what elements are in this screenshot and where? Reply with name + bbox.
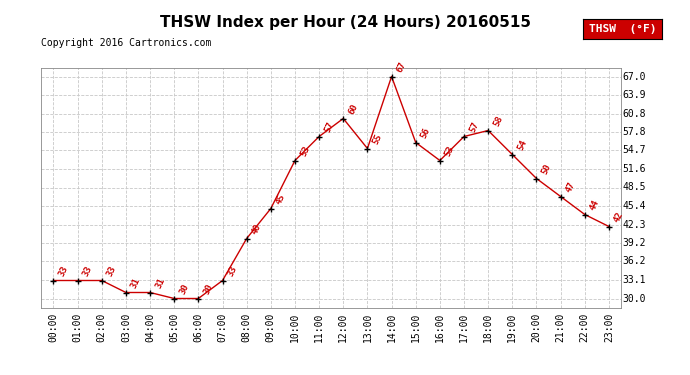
Text: 33.1: 33.1	[622, 275, 646, 285]
Text: THSW Index per Hour (24 Hours) 20160515: THSW Index per Hour (24 Hours) 20160515	[159, 15, 531, 30]
Text: 33: 33	[81, 264, 94, 278]
Text: 63.9: 63.9	[622, 90, 646, 100]
Text: 50: 50	[540, 162, 553, 176]
Text: 39.2: 39.2	[622, 238, 646, 248]
Text: 31: 31	[130, 276, 142, 290]
Text: 53: 53	[299, 144, 311, 158]
Text: 56: 56	[420, 126, 432, 140]
Text: 48.5: 48.5	[622, 183, 646, 192]
Text: 45.4: 45.4	[622, 201, 646, 211]
Text: 30: 30	[202, 282, 215, 296]
Text: 60.8: 60.8	[622, 109, 646, 119]
Text: THSW  (°F): THSW (°F)	[589, 24, 656, 34]
Text: 54: 54	[516, 138, 529, 152]
Text: 57.8: 57.8	[622, 127, 646, 137]
Text: 33: 33	[57, 264, 70, 278]
Text: 57: 57	[468, 120, 480, 134]
Text: 36.2: 36.2	[622, 256, 646, 266]
Text: 45: 45	[275, 192, 287, 206]
Text: 51.6: 51.6	[622, 164, 646, 174]
Text: 58: 58	[492, 114, 504, 128]
Text: 42: 42	[613, 210, 625, 224]
Text: 42.3: 42.3	[622, 220, 646, 230]
Text: 33: 33	[226, 264, 239, 278]
Text: 40: 40	[250, 222, 263, 236]
Text: 33: 33	[106, 264, 118, 278]
Text: 60: 60	[347, 102, 359, 116]
Text: 31: 31	[154, 276, 166, 290]
Text: 44: 44	[589, 198, 601, 211]
Text: 54.7: 54.7	[622, 145, 646, 155]
Text: 67: 67	[395, 60, 408, 74]
Text: 55: 55	[371, 132, 384, 146]
Text: 30: 30	[178, 282, 190, 296]
Text: 57: 57	[323, 120, 335, 134]
Text: 47: 47	[564, 180, 577, 194]
Text: 53: 53	[444, 144, 456, 158]
Text: 30.0: 30.0	[622, 294, 646, 303]
Text: Copyright 2016 Cartronics.com: Copyright 2016 Cartronics.com	[41, 38, 212, 48]
Text: 67.0: 67.0	[622, 72, 646, 81]
